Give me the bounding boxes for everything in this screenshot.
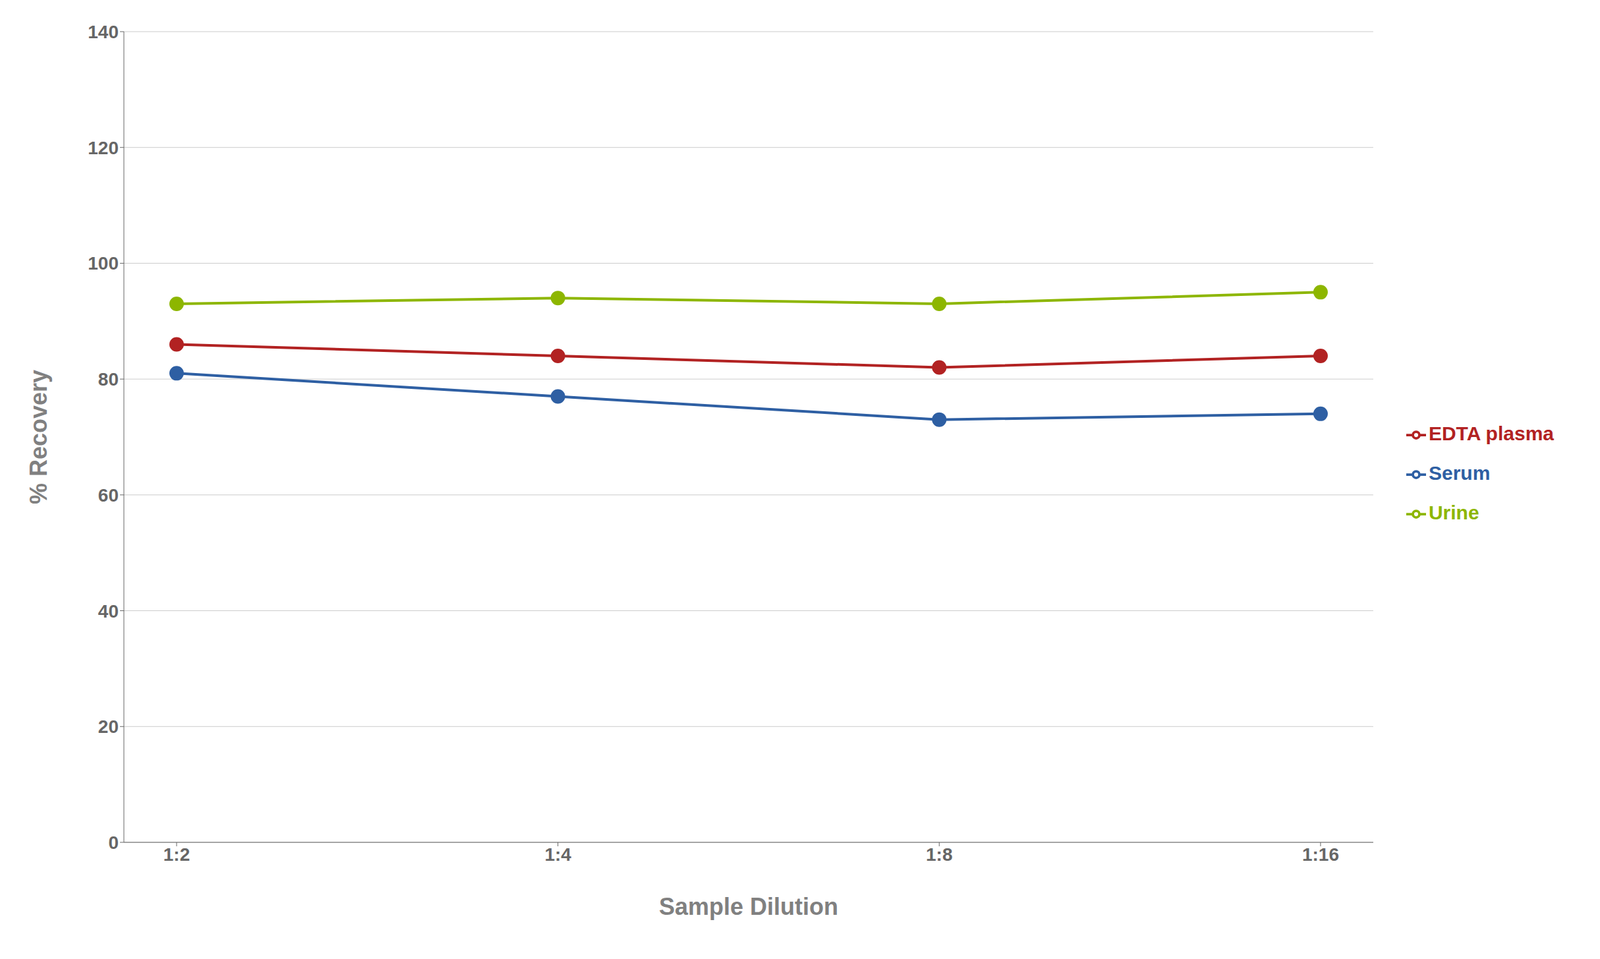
svg-text:40: 40 <box>98 600 119 622</box>
html-text:Serum: Serum <box>1428 461 1491 484</box>
html-text:Urine: Urine <box>1428 501 1480 524</box>
html-text:EDTA plasma: EDTA plasma <box>1428 422 1554 445</box>
svg-text:60: 60 <box>98 485 119 506</box>
svg-text:Sample Dilution: Sample Dilution <box>658 892 839 920</box>
svg-text:20: 20 <box>98 716 119 737</box>
svg-text:100: 100 <box>87 253 119 274</box>
svg-text:80: 80 <box>98 369 119 390</box>
svg-text:1:4: 1:4 <box>544 844 572 865</box>
svg-text:1:8: 1:8 <box>925 844 953 865</box>
svg-text:1:2: 1:2 <box>163 844 190 865</box>
svg-text:120: 120 <box>87 137 119 159</box>
svg-text:1:16: 1:16 <box>1302 844 1340 865</box>
svg-text:140: 140 <box>87 21 119 43</box>
svg-text:0: 0 <box>108 832 119 853</box>
svg-text:% Recovery: % Recovery <box>25 369 53 505</box>
